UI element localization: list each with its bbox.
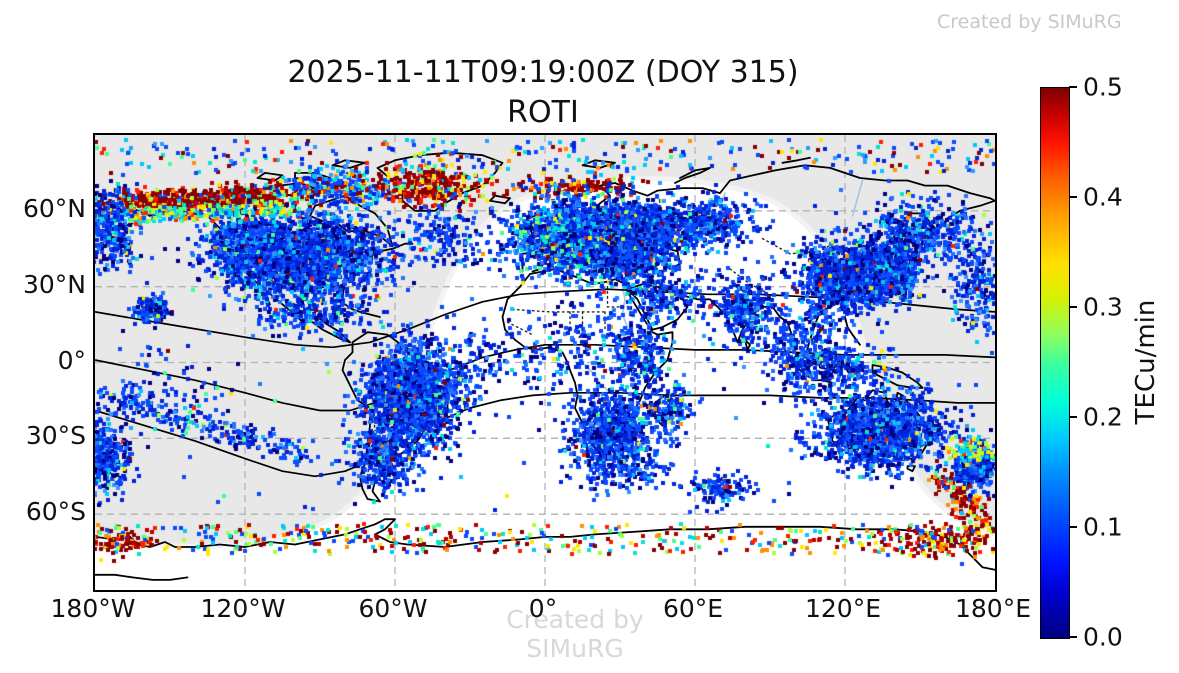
x-tick-label: 180°W xyxy=(50,594,136,623)
x-tick-label: 0° xyxy=(528,594,558,623)
colorbar-tick-label: 0.5 xyxy=(1083,72,1123,102)
roti-scatter-canvas xyxy=(95,135,995,590)
colorbar-tick-label: 0.3 xyxy=(1083,292,1123,322)
x-tick-label: 120°E xyxy=(804,594,882,623)
y-tick-label: 60°N xyxy=(22,193,86,223)
y-tick-label: 60°S xyxy=(25,497,86,527)
colorbar-tick-mark xyxy=(1069,526,1077,528)
world-map-plot xyxy=(93,133,997,592)
colorbar-unit-label: TECu/min xyxy=(1131,299,1161,425)
colorbar-gradient xyxy=(1040,87,1070,639)
colorbar-tick-label: 0.1 xyxy=(1083,512,1123,542)
y-tick-label: 30°S xyxy=(25,421,86,451)
colorbar-tick-label: 0.0 xyxy=(1083,622,1123,652)
colorbar-tick-mark xyxy=(1069,86,1077,88)
x-tick-label: 120°W xyxy=(200,594,286,623)
watermark-bottom: Created by SIMuRG xyxy=(506,605,644,663)
colorbar-tick-label: 0.4 xyxy=(1083,182,1123,212)
x-tick-label: 60°E xyxy=(662,594,724,623)
y-tick-label: 30°N xyxy=(22,269,86,299)
colorbar-tick-label: 0.2 xyxy=(1083,402,1123,432)
watermark-top: Created by SIMuRG xyxy=(937,11,1122,33)
x-tick-label: 180°E xyxy=(954,594,1032,623)
y-tick-label: 0° xyxy=(57,345,86,375)
colorbar-tick-mark xyxy=(1069,196,1077,198)
colorbar-tick-mark xyxy=(1069,636,1077,638)
colorbar-tick-mark xyxy=(1069,306,1077,308)
chart-title: 2025-11-11T09:19:00Z (DOY 315) xyxy=(287,55,799,90)
x-tick-label: 60°W xyxy=(358,594,428,623)
colorbar-tick-mark xyxy=(1069,416,1077,418)
chart-subtitle: ROTI xyxy=(507,95,579,130)
